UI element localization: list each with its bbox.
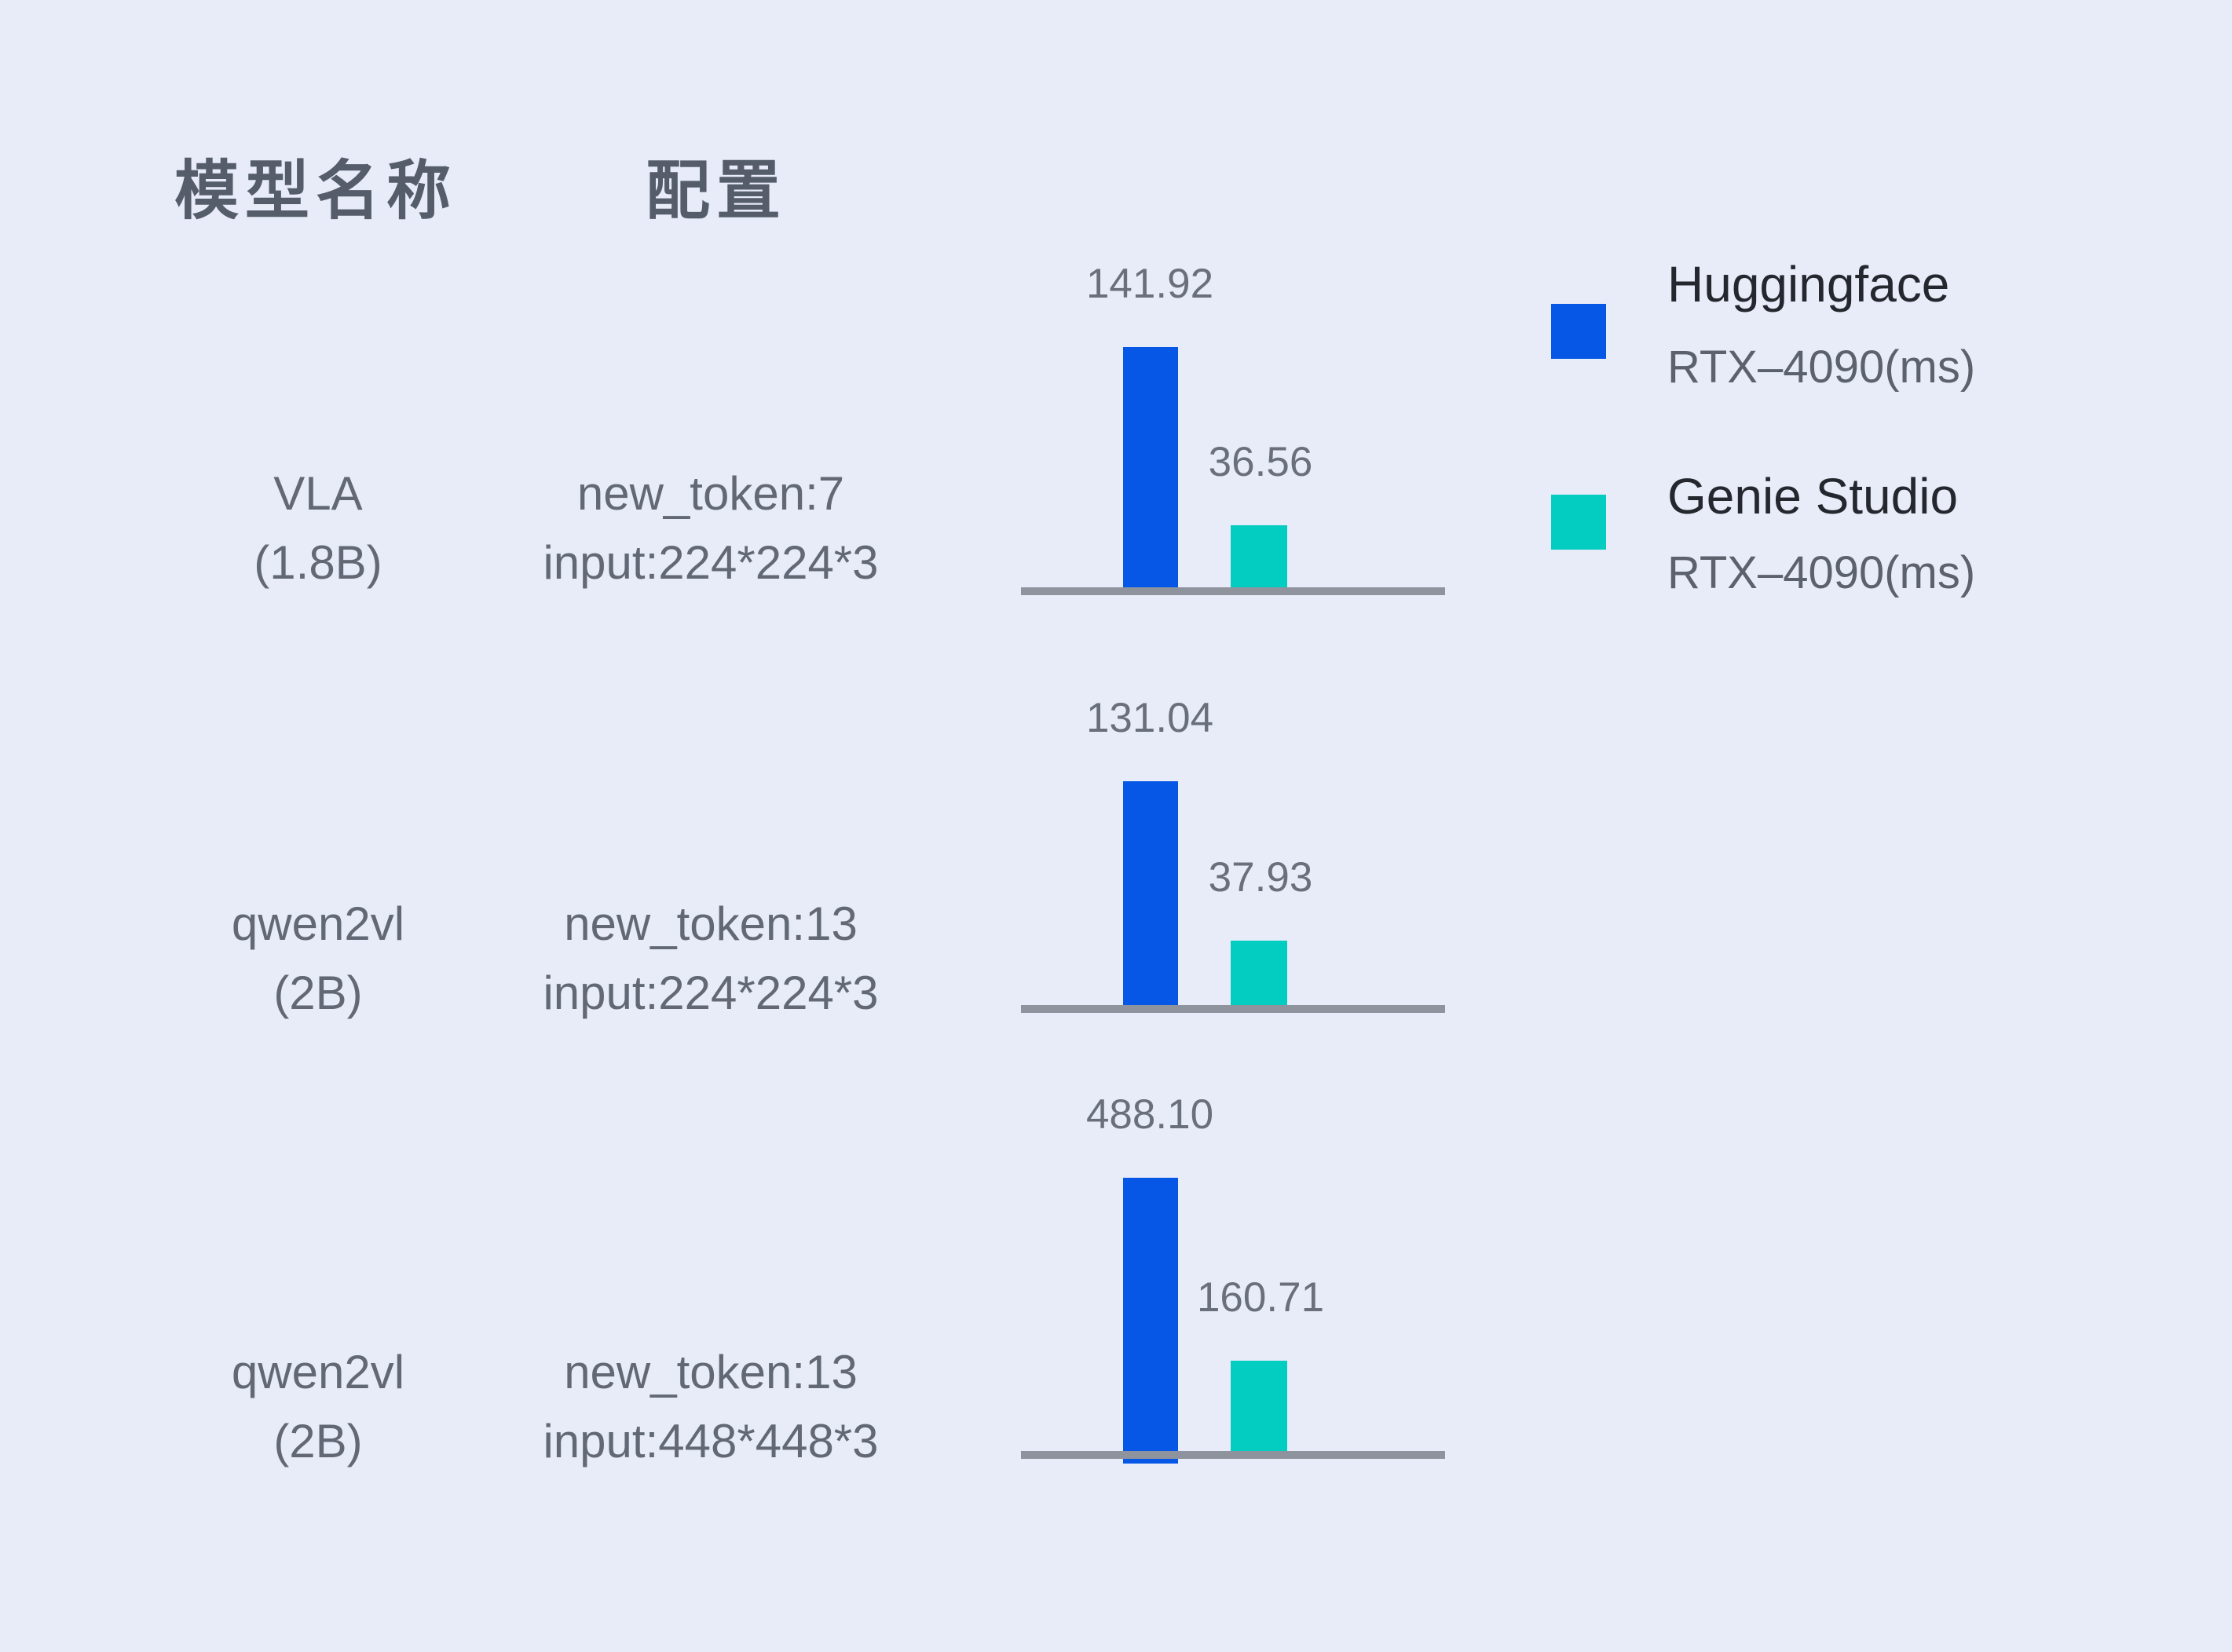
legend-device: RTX–4090(ms) [1667,547,1976,598]
genie-studio-value-label: 160.71 [1196,1274,1325,1321]
model-name-line1: VLA [273,467,363,520]
axis-line [1021,587,1445,595]
column-header-config: 配置 [646,155,788,227]
genie-studio-bar [1231,1361,1287,1451]
genie-studio-swatch-icon [1551,495,1606,550]
config-cell: new_token:13 input:224*224*3 [487,890,935,1028]
huggingface-value-label: 488.10 [1085,1091,1214,1138]
row-chart: 141.92 36.56 [1021,218,1445,595]
huggingface-value-label: 131.04 [1085,695,1214,741]
column-header-model-name: 模型名称 [174,155,458,227]
genie-studio-bar [1231,941,1287,1005]
axis-line [1021,1451,1445,1459]
huggingface-swatch-icon [1551,304,1606,359]
config-line2: input:448*448*3 [543,1415,879,1467]
genie-studio-bar [1231,525,1287,587]
row-chart: 488.10 160.71 [1021,1082,1445,1464]
config-line1: new_token:13 [564,897,858,950]
legend-name: Huggingface [1667,256,1950,312]
config-line1: new_token:7 [576,467,845,520]
config-line2: input:224*224*3 [543,967,879,1019]
axis-line [1021,1005,1445,1013]
model-name-line2: (2B) [273,967,363,1019]
model-name-line2: (2B) [273,1415,363,1467]
config-line2: input:224*224*3 [543,536,879,589]
model-name-cell: qwen2vl (2B) [98,890,538,1028]
model-name-line2: (1.8B) [254,536,382,589]
row-chart: 131.04 37.93 [1021,636,1445,1013]
legend-device: RTX–4090(ms) [1667,342,1976,393]
genie-studio-value-label: 36.56 [1208,439,1313,485]
legend-item-huggingface: Huggingface RTX–4090(ms) [1551,255,2101,393]
legend-name: Genie Studio [1667,468,1959,524]
model-name-line1: qwen2vl [231,897,405,950]
huggingface-bar [1123,1178,1178,1464]
genie-studio-value-label: 37.93 [1208,854,1313,901]
legend-item-genie-studio: Genie Studio RTX–4090(ms) [1551,467,2101,599]
config-line1: new_token:13 [564,1346,858,1398]
model-name-cell: qwen2vl (2B) [98,1338,538,1476]
config-cell: new_token:13 input:448*448*3 [487,1338,935,1476]
config-cell: new_token:7 input:224*224*3 [487,459,935,598]
model-name-cell: VLA (1.8B) [98,459,538,598]
huggingface-bar [1123,347,1178,587]
huggingface-bar [1123,781,1178,1005]
huggingface-value-label: 141.92 [1085,261,1214,307]
model-name-line1: qwen2vl [231,1346,405,1398]
